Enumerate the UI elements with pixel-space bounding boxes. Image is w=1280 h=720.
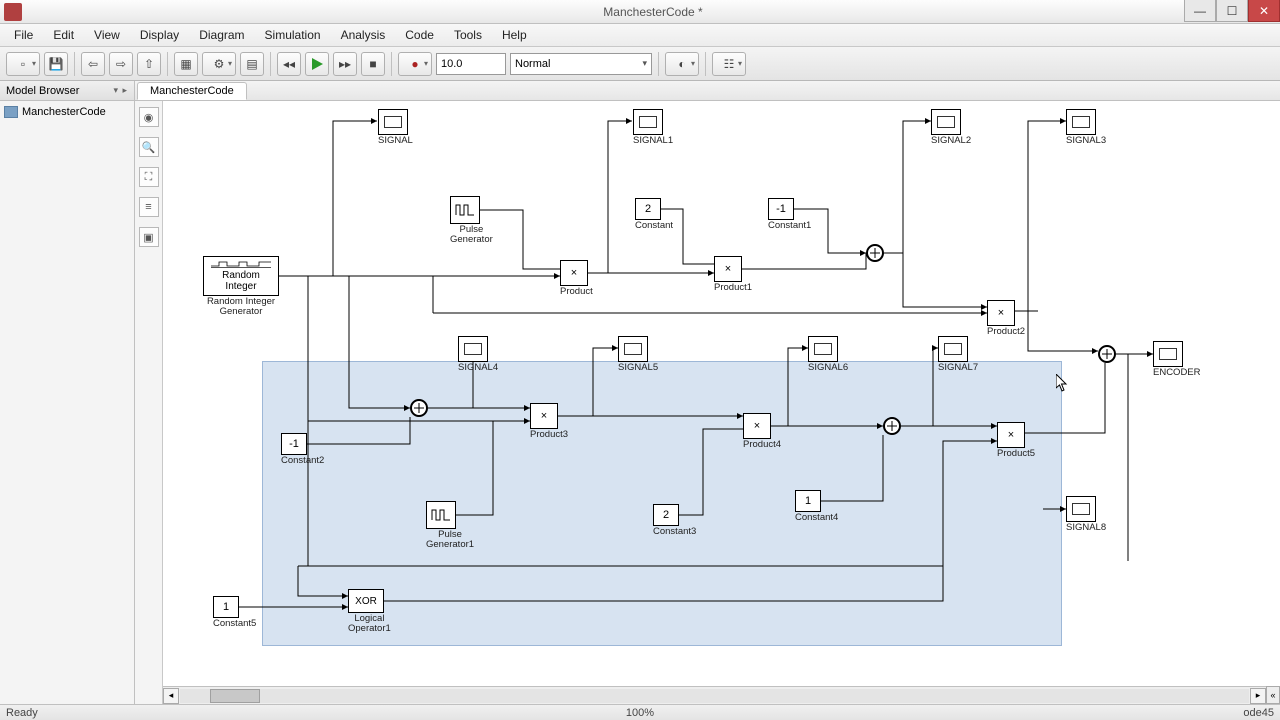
app-icon xyxy=(4,3,22,21)
block-sum1[interactable] xyxy=(410,399,428,417)
model-tab[interactable]: ManchesterCode xyxy=(137,82,247,100)
block-const4[interactable]: 1Constant4 xyxy=(795,490,838,523)
block-const1[interactable]: -1Constant1 xyxy=(768,198,811,231)
block-sum[interactable] xyxy=(866,244,884,262)
menu-diagram[interactable]: Diagram xyxy=(189,26,254,44)
tree-root[interactable]: ManchesterCode xyxy=(2,105,132,119)
diagram-canvas[interactable]: RandomIntegerRandom Integer Generator SIG… xyxy=(163,101,1280,686)
status-zoom: 100% xyxy=(626,707,654,719)
menu-tools[interactable]: Tools xyxy=(444,26,492,44)
menu-simulation[interactable]: Simulation xyxy=(255,26,331,44)
block-sum2[interactable] xyxy=(883,417,901,435)
palette-hide[interactable]: ◉ xyxy=(139,107,159,127)
model-browser: Model Browser ▾ ▸ ManchesterCode xyxy=(0,81,135,704)
block-prod4[interactable]: ×Product4 xyxy=(743,413,781,450)
block-rand[interactable]: RandomIntegerRandom Integer Generator xyxy=(203,256,279,318)
block-pulse[interactable]: Pulse Generator xyxy=(450,196,493,246)
canvas-palette: ◉ 🔍 ⛶ ≡ ▣ xyxy=(135,101,163,704)
palette-zoom[interactable]: 🔍 xyxy=(139,137,159,157)
block-encoder[interactable]: ENCODER xyxy=(1153,341,1201,378)
palette-fit[interactable]: ⛶ xyxy=(139,167,159,187)
forward-button[interactable]: ⇨ xyxy=(109,52,133,76)
scroll-thumb[interactable] xyxy=(210,689,260,703)
block-signal1[interactable]: SIGNAL1 xyxy=(633,109,673,146)
block-signal6[interactable]: SIGNAL6 xyxy=(808,336,848,373)
block-prod1[interactable]: ×Product1 xyxy=(714,256,752,293)
browser-controls[interactable]: ▾ ▸ xyxy=(113,85,128,96)
stop-button[interactable]: ■ xyxy=(361,52,385,76)
block-prod3[interactable]: ×Product3 xyxy=(530,403,568,440)
config-button[interactable]: ⚙ xyxy=(202,52,236,76)
browser-title: Model Browser xyxy=(6,85,79,97)
record-button[interactable]: ● xyxy=(398,52,432,76)
block-signal7[interactable]: SIGNAL7 xyxy=(938,336,978,373)
close-button[interactable]: ✕ xyxy=(1248,0,1280,22)
block-xor[interactable]: XORLogical Operator1 xyxy=(348,589,391,635)
minimize-button[interactable]: — xyxy=(1184,0,1216,22)
maximize-button[interactable]: ☐ xyxy=(1216,0,1248,22)
window-title: ManchesterCode * xyxy=(26,5,1280,19)
target-button[interactable]: ◐ xyxy=(665,52,699,76)
menu-help[interactable]: Help xyxy=(492,26,537,44)
block-signal8[interactable]: SIGNAL8 xyxy=(1066,496,1106,533)
status-bar: Ready 100% ode45 xyxy=(0,704,1280,720)
collapse-canvas[interactable]: « xyxy=(1266,686,1280,704)
toolbar: ▫ 💾 ⇦ ⇨ ⇧ ▦ ⚙ ▤ ◂◂ ▸▸ ■ ● Normal ◐ ☷ xyxy=(0,47,1280,81)
menu-display[interactable]: Display xyxy=(130,26,189,44)
block-sum3[interactable] xyxy=(1098,345,1116,363)
block-signal[interactable]: SIGNAL xyxy=(378,109,413,146)
canvas-area: ManchesterCode ◉ 🔍 ⛶ ≡ ▣ RandomIntegerRa… xyxy=(135,81,1280,704)
block-signal3[interactable]: SIGNAL3 xyxy=(1066,109,1106,146)
run-button[interactable] xyxy=(305,52,329,76)
block-signal4[interactable]: SIGNAL4 xyxy=(458,336,498,373)
block-const[interactable]: 2Constant xyxy=(635,198,673,231)
block-const5[interactable]: 1Constant5 xyxy=(213,596,256,629)
block-signal2[interactable]: SIGNAL2 xyxy=(931,109,971,146)
status-solver: ode45 xyxy=(1243,707,1274,719)
palette-annotation[interactable]: ≡ xyxy=(139,197,159,217)
block-pulse1[interactable]: Pulse Generator1 xyxy=(426,501,474,551)
menu-edit[interactable]: Edit xyxy=(43,26,84,44)
stop-time-input[interactable] xyxy=(436,53,506,75)
menu-analysis[interactable]: Analysis xyxy=(331,26,396,44)
explorer-button[interactable]: ▤ xyxy=(240,52,264,76)
block-prod[interactable]: ×Product xyxy=(560,260,593,297)
up-button[interactable]: ⇧ xyxy=(137,52,161,76)
save-button[interactable]: 💾 xyxy=(44,52,68,76)
status-left: Ready xyxy=(6,707,38,719)
menu-file[interactable]: File xyxy=(4,26,43,44)
new-button[interactable]: ▫ xyxy=(6,52,40,76)
block-signal5[interactable]: SIGNAL5 xyxy=(618,336,658,373)
library-button[interactable]: ▦ xyxy=(174,52,198,76)
tune-button[interactable]: ☷ xyxy=(712,52,746,76)
block-const2[interactable]: -1Constant2 xyxy=(281,433,324,466)
menu-view[interactable]: View xyxy=(84,26,130,44)
scroll-right[interactable]: ▸ xyxy=(1250,688,1266,704)
step-fwd-button[interactable]: ▸▸ xyxy=(333,52,357,76)
menu-bar: File Edit View Display Diagram Simulatio… xyxy=(0,24,1280,47)
palette-image[interactable]: ▣ xyxy=(139,227,159,247)
back-button[interactable]: ⇦ xyxy=(81,52,105,76)
step-back-button[interactable]: ◂◂ xyxy=(277,52,301,76)
block-prod2[interactable]: ×Product2 xyxy=(987,300,1025,337)
block-prod5[interactable]: ×Product5 xyxy=(997,422,1035,459)
menu-code[interactable]: Code xyxy=(395,26,444,44)
horizontal-scrollbar[interactable]: ◂ ▸ xyxy=(163,686,1266,704)
block-const3[interactable]: 2Constant3 xyxy=(653,504,696,537)
model-icon xyxy=(4,106,18,118)
mode-select[interactable]: Normal xyxy=(510,53,652,75)
scroll-left[interactable]: ◂ xyxy=(163,688,179,704)
title-bar: ManchesterCode * — ☐ ✕ xyxy=(0,0,1280,24)
